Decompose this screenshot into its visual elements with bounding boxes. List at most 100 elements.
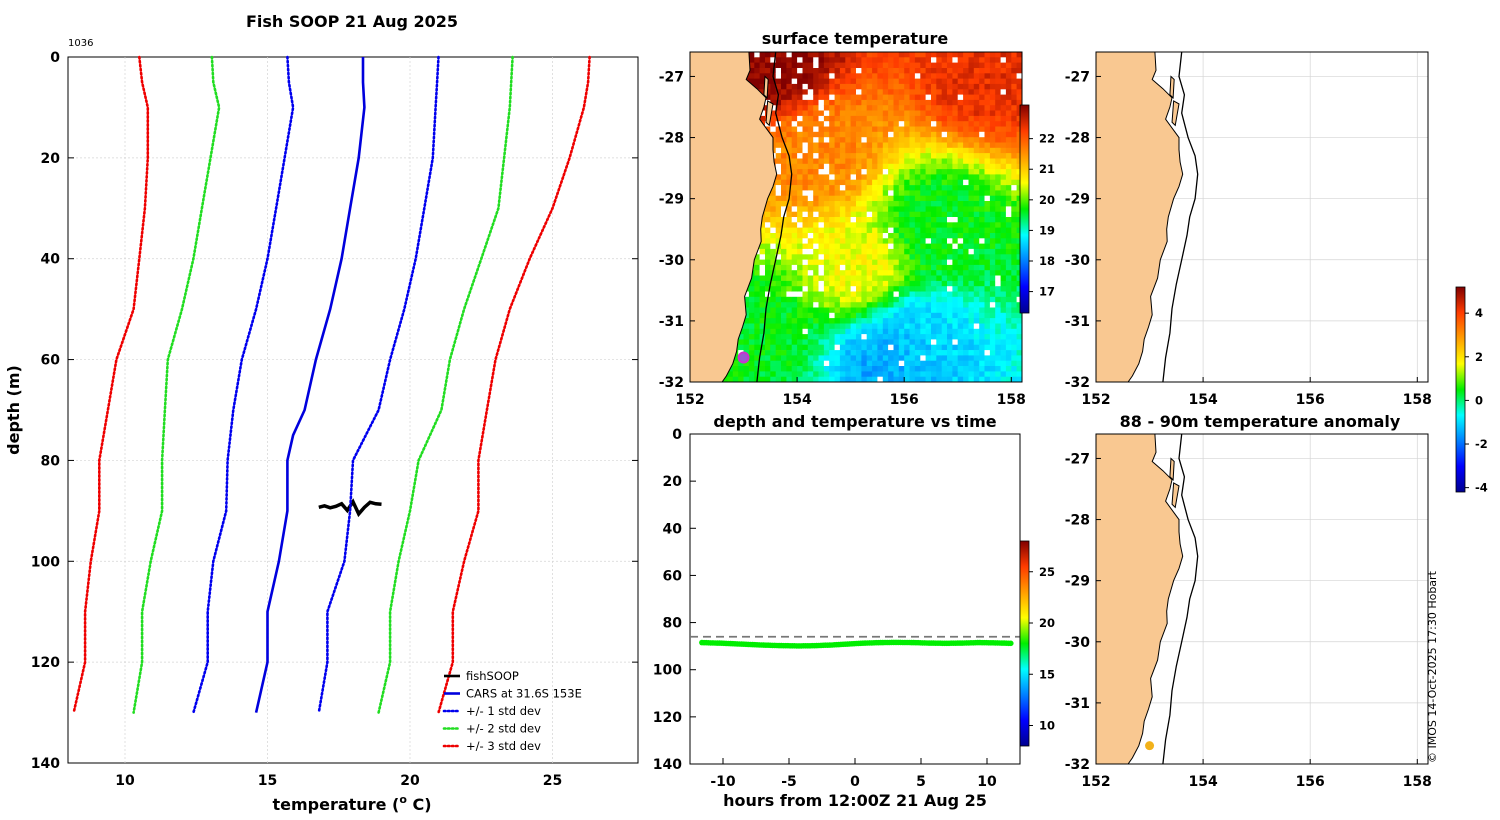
- sst-cell: [834, 307, 841, 314]
- tick-label-y: -29: [1065, 192, 1090, 208]
- sst-cell: [957, 206, 964, 213]
- sst-cell: [839, 275, 846, 282]
- sst-cell: [1005, 94, 1012, 101]
- sst-cell: [893, 318, 900, 324]
- sst-cell: [882, 68, 889, 74]
- sst-cell: [807, 147, 814, 154]
- sst-cell: [759, 73, 766, 79]
- sst-cell: [888, 62, 894, 69]
- sst-cell: [898, 318, 905, 324]
- sst-cell: [748, 302, 755, 308]
- sst-cell: [802, 73, 809, 79]
- sst-cell: [963, 185, 969, 191]
- sst-cell: [909, 318, 916, 324]
- sst-cell: [882, 99, 889, 106]
- sst-cell: [882, 259, 889, 266]
- sst-cell: [882, 302, 889, 308]
- sst-cell: [775, 142, 782, 149]
- sst-cell: [856, 190, 862, 197]
- sst-cell: [979, 126, 985, 133]
- sst-cell: [872, 174, 878, 181]
- sst-cell: [979, 137, 985, 143]
- sst-cell: [791, 73, 798, 79]
- sst-cell: [829, 264, 835, 271]
- sst-cell: [973, 83, 980, 90]
- sst-cell: [1011, 376, 1018, 382]
- sst-cell: [856, 83, 862, 90]
- sst-cell: [973, 185, 980, 191]
- sst-cell: [931, 105, 937, 111]
- sst-cell: [914, 217, 921, 223]
- tick-label-x: 158: [1403, 774, 1432, 790]
- isobath-line: [1162, 52, 1199, 382]
- sst-cell: [941, 323, 948, 330]
- sst-cell: [925, 78, 932, 85]
- sst-cell: [845, 296, 852, 303]
- sst-cell: [813, 248, 819, 255]
- sst-cell: [995, 174, 1001, 181]
- sst-cell: [754, 296, 761, 303]
- sst-cell: [898, 350, 905, 356]
- sst-cell: [968, 147, 975, 154]
- sst-cell: [914, 275, 921, 282]
- sst-cell: [920, 174, 927, 181]
- sst-cell: [1005, 254, 1012, 260]
- sst-cell: [1000, 121, 1007, 127]
- sst-cell: [839, 99, 846, 106]
- sst-cell: [1005, 302, 1012, 308]
- sst-cell: [781, 280, 787, 287]
- sst-cell: [786, 68, 793, 74]
- sst-cell: [866, 296, 873, 303]
- sst-cell: [759, 222, 766, 228]
- sst-cell: [882, 366, 889, 372]
- sst-cell: [856, 334, 862, 340]
- sst-cell: [845, 62, 852, 69]
- sst-cell: [856, 291, 862, 298]
- sst-cell: [802, 110, 809, 117]
- sst-cell: [989, 62, 996, 69]
- sst-cell: [968, 371, 975, 378]
- sst-cell: [947, 153, 953, 159]
- sst-cell: [1011, 147, 1018, 154]
- sst-cell: [914, 131, 921, 138]
- sst-cell: [909, 376, 916, 382]
- sst-cell: [791, 360, 798, 367]
- sst-cell: [866, 179, 873, 186]
- sst-cell: [893, 371, 900, 378]
- sst-cell: [893, 137, 900, 143]
- sst-cell: [979, 233, 985, 239]
- sst-cell: [931, 68, 937, 74]
- sst-cell: [786, 89, 793, 95]
- sst-cell: [802, 275, 809, 282]
- sst-cell: [845, 254, 852, 260]
- sst-cell: [738, 339, 744, 346]
- sst-cell: [952, 190, 959, 197]
- sst-cell: [1000, 73, 1007, 79]
- sst-cell: [839, 270, 846, 276]
- sst-cell: [856, 339, 862, 346]
- sst-cell: [904, 350, 910, 356]
- sst-cell: [984, 73, 991, 79]
- sst-cell: [861, 169, 868, 175]
- sst-cell: [957, 126, 964, 133]
- sst-cell: [963, 270, 969, 276]
- sst-cell: [839, 174, 846, 181]
- island-polygon: [765, 100, 774, 127]
- sst-cell: [770, 52, 777, 58]
- sst-cell: [748, 280, 755, 287]
- sst-cell: [754, 270, 761, 276]
- sst-cell: [1005, 201, 1012, 207]
- sst-cell: [797, 147, 803, 154]
- tick-label-x: -5: [781, 774, 797, 790]
- sst-cell: [872, 344, 878, 351]
- sst-cell: [925, 307, 932, 314]
- sst-cell: [904, 147, 910, 154]
- sst-cell: [786, 73, 793, 79]
- sst-cell: [952, 259, 959, 266]
- sst-cell: [770, 286, 777, 292]
- sst-cell: [834, 94, 841, 101]
- sst-cell: [882, 147, 889, 154]
- sst-cell: [957, 115, 964, 122]
- sst-cell: [802, 57, 809, 63]
- sst-cell: [759, 270, 766, 276]
